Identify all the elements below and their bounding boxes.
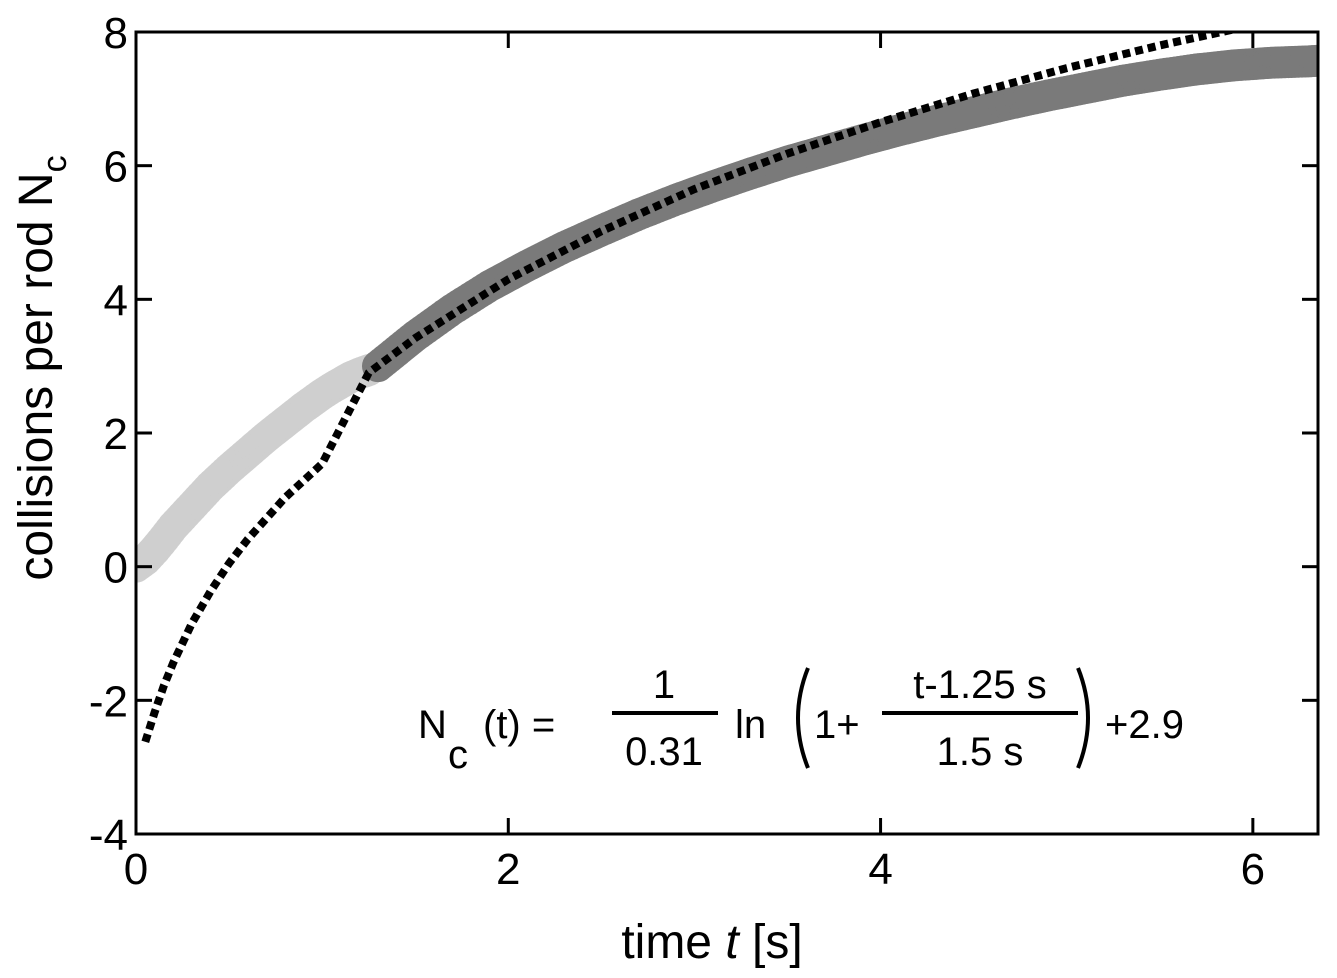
equation-fraction2-numerator: t-1.25 s bbox=[913, 663, 1046, 707]
equation-fraction1-denominator: 0.31 bbox=[625, 730, 703, 774]
y-tick-label: 0 bbox=[104, 544, 128, 593]
y-tick-label: 6 bbox=[104, 143, 128, 192]
equation-fraction1-numerator: 1 bbox=[653, 663, 675, 707]
equation-lhs-symbol: N bbox=[418, 703, 447, 747]
equation-tail: +2.9 bbox=[1105, 703, 1184, 747]
equation-lhs-subscript: c bbox=[448, 733, 468, 777]
y-tick-label: -2 bbox=[89, 677, 128, 726]
x-tick-label: 6 bbox=[1241, 845, 1265, 894]
equation-one-plus: 1+ bbox=[814, 703, 860, 747]
axes: 0 2 4 6 -4 -2 0 2 4 6 8 bbox=[89, 9, 1320, 894]
equation-lhs-rest: (t) = bbox=[483, 703, 555, 747]
equation-ln: ln bbox=[735, 703, 766, 747]
fit-equation: N c (t) = 1 0.31 ln 1+ t-1.25 s 1.5 s +2… bbox=[418, 663, 1184, 777]
y-tick-label: 8 bbox=[104, 9, 128, 58]
equation-fraction2-denominator: 1.5 s bbox=[937, 730, 1024, 774]
y-tick-label: 4 bbox=[104, 276, 128, 325]
x-tick-label: 2 bbox=[496, 845, 520, 894]
y-axis-title: collisions per rod Nc bbox=[10, 155, 74, 580]
y-tick-label: -4 bbox=[89, 811, 128, 860]
x-axis-title: time t [s] bbox=[621, 916, 802, 969]
x-tick-label: 4 bbox=[868, 845, 892, 894]
equation-right-paren bbox=[1076, 667, 1090, 769]
fit-curve bbox=[141, 32, 1241, 744]
x-tick-label: 0 bbox=[124, 845, 148, 894]
equation-left-paren bbox=[796, 667, 810, 769]
y-tick-label: 2 bbox=[104, 410, 128, 459]
plot-area bbox=[136, 32, 1318, 744]
late-data-point bbox=[1302, 44, 1318, 77]
